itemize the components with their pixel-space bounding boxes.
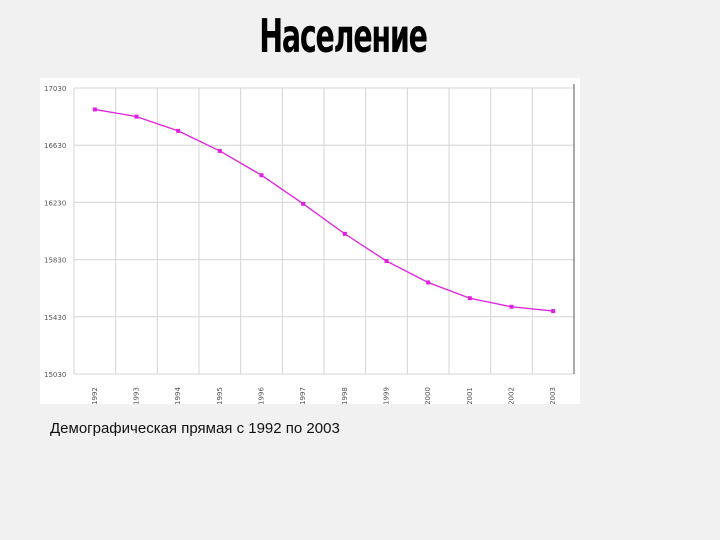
y-tick-label: 15430: [44, 314, 66, 322]
population-chart: 17030 16630 16230 15830 15430 15030 1992 1993 19…: [40, 78, 580, 404]
data-point: [426, 280, 431, 285]
data-point: [509, 304, 514, 309]
data-point: [134, 114, 139, 119]
data-point: [551, 309, 556, 314]
data-point: [176, 128, 181, 133]
slide-title: Население: [259, 9, 428, 63]
x-tick-label: 2003: [549, 387, 557, 404]
y-tick-label: 16230: [44, 199, 66, 207]
x-tick-label: 1997: [299, 387, 307, 404]
series-line: [94, 108, 554, 312]
data-point: [217, 148, 222, 153]
chart-svg: 17030 16630 16230 15830 15430 15030 1992 1993 19…: [44, 84, 575, 404]
x-tick-label: 2001: [466, 387, 474, 404]
y-tick-label: 16630: [44, 142, 66, 150]
y-tick-label: 15830: [44, 257, 66, 265]
data-point: [92, 107, 97, 112]
data-point: [467, 296, 472, 301]
x-tick-label: 1993: [133, 387, 141, 404]
x-tick-label: 1992: [91, 387, 99, 404]
data-point: [384, 259, 389, 264]
x-tick-label: 1995: [216, 387, 224, 404]
data-point: [301, 201, 306, 206]
y-tick-label: 15030: [44, 371, 66, 379]
x-tick-label: 1994: [174, 387, 182, 404]
y-tick-label: 17030: [44, 85, 66, 93]
x-tick-label: 1998: [341, 387, 349, 404]
chart-caption: Демографическая прямая с 1992 по 2003: [50, 420, 340, 437]
data-point: [259, 173, 264, 178]
x-tick-label: 1996: [258, 387, 266, 404]
x-tick-label: 2000: [424, 387, 432, 404]
x-tick-label: 2002: [508, 387, 516, 404]
x-tick-label: 1999: [383, 387, 391, 404]
data-point: [342, 231, 347, 236]
